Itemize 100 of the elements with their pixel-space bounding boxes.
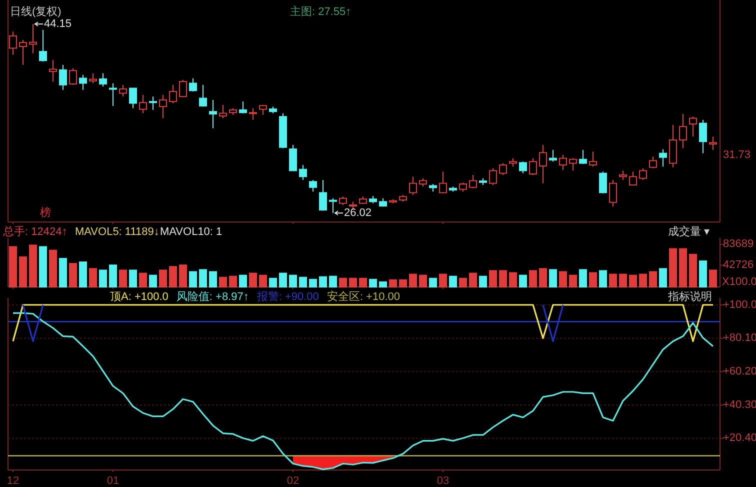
bar (459, 278, 467, 288)
x-tick-label: 02 (286, 474, 300, 487)
ref-line-label: 安全区: +10.00 (326, 290, 400, 303)
candlestick (29, 24, 37, 54)
bar (259, 274, 267, 288)
bar (329, 276, 337, 288)
bar (219, 276, 227, 288)
candlestick (709, 136, 717, 150)
bar (39, 246, 47, 288)
bar (569, 274, 577, 288)
bar (549, 269, 557, 288)
bar (699, 260, 707, 288)
bar (409, 274, 417, 288)
bar (79, 261, 87, 288)
bar (119, 270, 127, 288)
bar (469, 272, 477, 288)
bar (689, 254, 697, 288)
bar (489, 270, 497, 288)
bar (69, 263, 77, 288)
bar (679, 248, 687, 288)
candlestick (679, 113, 687, 149)
bar (339, 278, 347, 288)
bar (709, 270, 717, 288)
bar (439, 274, 447, 288)
x-tick-label: 01 (106, 474, 120, 487)
text: MAVOL5: 11189↓ (75, 226, 160, 238)
bar (389, 279, 397, 288)
series-label: 顶A: +100.0 (110, 290, 168, 303)
bar (279, 272, 287, 288)
ref-line-label: 报警: +90.00 (256, 290, 319, 303)
bar (299, 276, 307, 288)
bar (509, 272, 517, 288)
candlestick (619, 170, 627, 180)
candlestick (49, 59, 57, 82)
candlestick (159, 94, 167, 119)
bar (49, 250, 57, 288)
bar (149, 274, 157, 288)
bar (609, 274, 617, 288)
bar (589, 272, 597, 288)
bar (529, 270, 537, 288)
bar (189, 271, 197, 288)
bar (159, 270, 167, 288)
bar (619, 274, 627, 288)
bar (579, 269, 587, 288)
bar (429, 278, 437, 288)
bar (29, 244, 37, 288)
text: 主图: 27.55↑ (290, 4, 352, 18)
y-tick-label: 83689 (723, 238, 754, 250)
bar (89, 268, 97, 288)
candlestick (559, 154, 567, 170)
x-tick-label: 12 (6, 474, 20, 487)
bar (289, 274, 297, 288)
bar (599, 270, 607, 288)
bar (199, 269, 207, 288)
candlestick (539, 144, 547, 184)
bar (169, 266, 177, 288)
text: 风险值: +8.97↑ (176, 290, 249, 303)
bar (309, 278, 317, 288)
bar (419, 274, 427, 288)
bar (359, 278, 367, 288)
y-tick-label: 42726 (723, 259, 754, 272)
annotation: 44.15 (44, 18, 72, 30)
bar (109, 264, 117, 288)
bar (449, 276, 457, 288)
bar (349, 278, 357, 288)
text: MAVOL10: 1 (160, 226, 222, 238)
bar (369, 278, 377, 288)
bar (559, 271, 567, 288)
candlestick (209, 99, 217, 129)
bar (629, 274, 637, 288)
candlestick (109, 82, 117, 106)
bar (639, 274, 647, 288)
annotation: 26.02 (344, 206, 372, 219)
bar (99, 270, 107, 288)
text: 31.73 (723, 148, 751, 161)
bar (539, 268, 547, 288)
candlestick (59, 64, 67, 90)
annotation: 指标说明 (667, 290, 712, 303)
bar (209, 271, 217, 288)
bar (129, 270, 137, 288)
bar (269, 278, 277, 288)
bar (519, 274, 527, 288)
bar (9, 246, 17, 288)
chart-title: 日线(复权) (10, 4, 62, 18)
bar (399, 279, 407, 288)
bar (659, 268, 667, 288)
bar (179, 264, 187, 288)
annotation: 榜 (40, 206, 51, 219)
bar (479, 276, 487, 288)
bar (319, 276, 327, 288)
bar (239, 274, 247, 288)
bar (379, 281, 387, 288)
line-series (12, 312, 714, 470)
bar (649, 271, 657, 288)
candlestick (149, 96, 157, 110)
bar (499, 270, 507, 288)
bar (19, 256, 27, 288)
bar (669, 248, 677, 288)
bar (59, 258, 67, 288)
bar (139, 272, 147, 288)
